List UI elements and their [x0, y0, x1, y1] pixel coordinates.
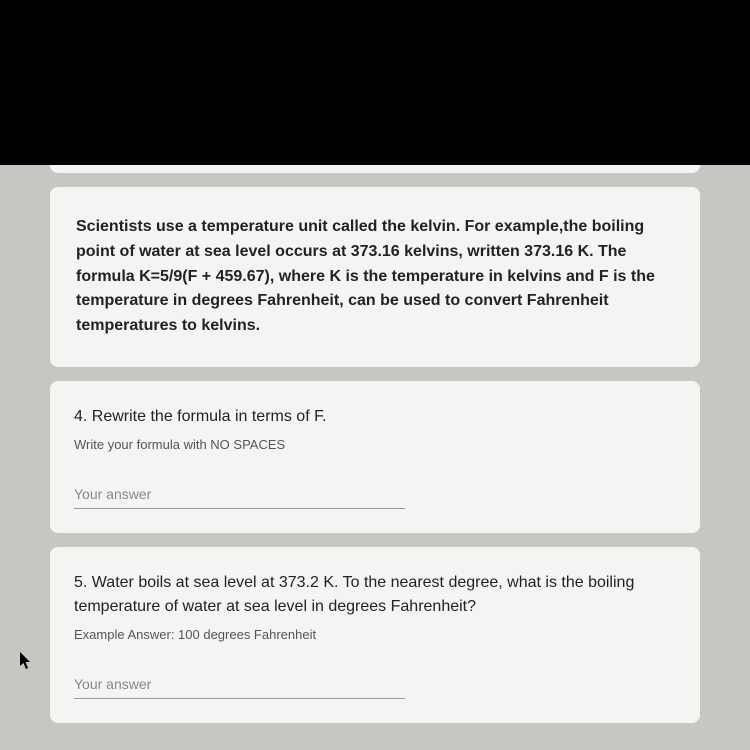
question-5-card: 5. Water boils at sea level at 373.2 K. …	[50, 547, 700, 723]
intro-card: Scientists use a temperature unit called…	[50, 187, 700, 367]
question-5-title: 5. Water boils at sea level at 373.2 K. …	[74, 571, 676, 619]
form-container: Scientists use a temperature unit called…	[0, 165, 750, 750]
question-4-helper: Write your formula with NO SPACES	[74, 437, 676, 452]
prev-card-bottom	[50, 165, 700, 173]
question-4-title: 4. Rewrite the formula in terms of F.	[74, 405, 676, 429]
question-4-card: 4. Rewrite the formula in terms of F. Wr…	[50, 381, 700, 533]
intro-text: Scientists use a temperature unit called…	[76, 215, 674, 339]
question-5-input[interactable]	[74, 670, 405, 699]
question-4-input[interactable]	[74, 480, 405, 509]
cursor-icon	[20, 652, 34, 675]
question-5-helper: Example Answer: 100 degrees Fahrenheit	[74, 627, 676, 642]
